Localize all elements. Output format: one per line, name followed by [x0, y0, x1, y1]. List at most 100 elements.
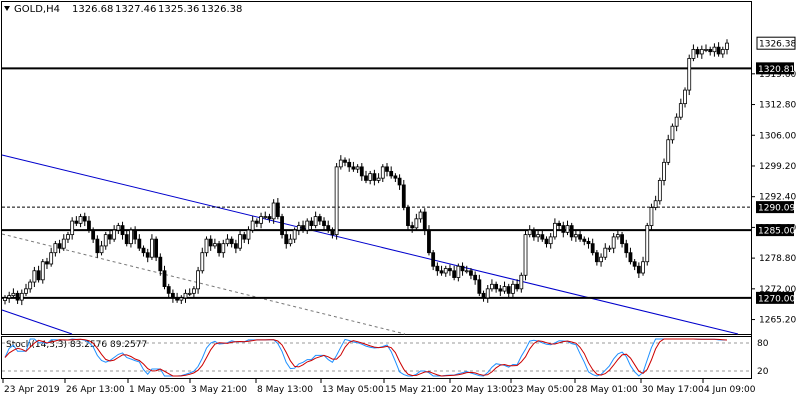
candle-body: [376, 177, 381, 181]
candle-body: [704, 49, 708, 51]
candle-body: [24, 288, 28, 294]
candle-body: [124, 234, 129, 245]
time-label: 20 May 13:00: [451, 385, 513, 395]
candle-body: [393, 175, 398, 179]
candle-body: [439, 270, 444, 274]
candle-body: [716, 46, 721, 55]
candle-body: [263, 216, 268, 218]
candle-body: [523, 234, 528, 276]
candle-body: [175, 297, 180, 301]
candle-body: [662, 161, 666, 181]
candle-body: [70, 220, 75, 236]
candle-body: [615, 234, 620, 238]
stoch-label: Stoch(14,3,3) 83.2576 89.2577: [6, 340, 147, 350]
candle-body: [368, 173, 373, 181]
candle-body: [557, 222, 561, 226]
candle-body: [460, 265, 465, 272]
candle-body: [351, 166, 356, 170]
candle-body: [586, 241, 591, 245]
candle-body: [326, 225, 331, 231]
candle-body: [573, 234, 578, 238]
candle-body: [171, 292, 175, 299]
candle-body: [309, 220, 314, 226]
time-label: 3 May 21:00: [191, 385, 247, 395]
candle-body: [397, 177, 402, 186]
candle-body: [225, 238, 230, 245]
candle-body: [599, 256, 603, 263]
candle-body: [53, 243, 58, 254]
stoch-main-line: [4, 338, 727, 377]
candle-body: [683, 89, 687, 105]
candle-body: [502, 286, 507, 292]
candle-body: [594, 252, 599, 263]
candle-body: [158, 256, 163, 272]
level-tag-label: 1320.81: [758, 65, 795, 75]
candle-body: [187, 292, 192, 295]
chart-header: GOLD,H4 1326.68 1327.46 1325.36 1326.38: [4, 4, 242, 15]
candle-body: [359, 166, 364, 177]
candle-body: [280, 216, 284, 236]
candle-body: [238, 234, 242, 249]
candle-body: [565, 225, 570, 233]
candle-body: [628, 252, 633, 263]
candle-body: [569, 225, 574, 238]
candle-body: [611, 236, 616, 249]
current-price-box: [756, 36, 796, 50]
candle-body: [632, 261, 637, 267]
upper-trendline[interactable]: [1, 154, 739, 335]
candle-body: [45, 261, 49, 265]
candle-body: [385, 166, 389, 172]
candle-body: [515, 283, 520, 290]
candle-body: [456, 265, 461, 278]
candle-body: [49, 252, 54, 265]
time-label: 23 May 05:00: [512, 385, 574, 395]
candle-body: [364, 175, 368, 181]
collapse-arrow-icon[interactable]: [4, 6, 10, 11]
candle-body: [452, 270, 457, 278]
candle-body: [221, 243, 226, 254]
candle-body: [506, 286, 511, 294]
candle-body: [271, 202, 276, 220]
candle-body: [116, 225, 121, 231]
candle-body: [200, 252, 205, 272]
candle-body: [620, 234, 624, 245]
stoch-signal-line: [4, 338, 728, 377]
candle-body: [422, 211, 427, 231]
candle-body: [699, 49, 704, 55]
candle-body: [129, 229, 133, 245]
candle-body: [82, 216, 87, 222]
candle-body: [347, 161, 352, 168]
candle-body: [133, 229, 138, 240]
price-tick-label: 1299.20: [759, 162, 796, 172]
candle-body: [267, 216, 272, 220]
candle-body: [3, 297, 7, 301]
candle-body: [259, 216, 263, 224]
candle-body: [242, 234, 247, 240]
candle-body: [645, 225, 650, 263]
lower-trendline[interactable]: [1, 309, 73, 335]
time-label: 28 May 01:00: [576, 385, 638, 395]
candle-body: [95, 238, 100, 254]
price-tick-label: 1292.40: [759, 193, 796, 203]
candle-body: [343, 159, 347, 163]
candle-body: [624, 243, 629, 254]
candle-body: [120, 225, 125, 236]
price-tick-label: 1278.80: [759, 254, 796, 264]
candle-body: [532, 229, 536, 238]
candle-body: [355, 166, 360, 170]
candle-body: [103, 234, 108, 247]
time-label: 15 May 21:00: [385, 385, 447, 395]
candle-body: [641, 261, 645, 274]
candle-body: [296, 225, 301, 231]
candle-body: [305, 220, 310, 231]
level-tag-box: [756, 62, 794, 75]
candle-body: [540, 234, 545, 240]
candle-body: [250, 220, 255, 231]
candle-body: [469, 270, 473, 276]
candle-body: [435, 265, 440, 272]
candle-body: [313, 216, 318, 226]
candle-body: [196, 270, 200, 290]
candle-body: [464, 270, 469, 273]
